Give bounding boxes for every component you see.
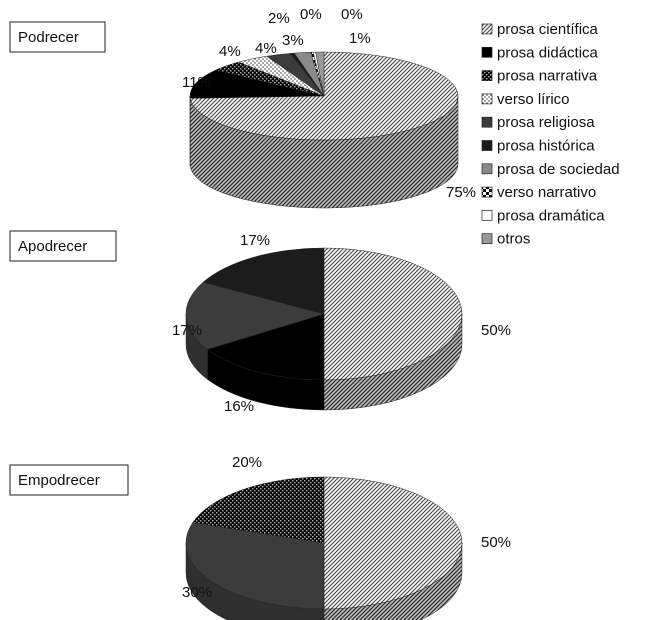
pie-top-slices [189,51,459,141]
legend-label: verso narrativo [497,184,596,201]
pie-data-labels: 75% 11% 4% 4% 3% 2% 0% 0% 1% [182,6,476,201]
pie-slice-prosa-historica [202,247,325,315]
legend-swatch [481,163,493,175]
legend-item-prosa-dramatica: prosa dramática [481,207,605,224]
data-label-prosa-narrativa: 4% [219,43,241,60]
data-label-prosa-didactica: 16% [224,398,254,415]
data-label-verso-lirico: 4% [255,40,277,57]
legend-item-otros: otros [481,231,530,248]
pie-slice-prosa-didactica [206,313,325,381]
legend-label: prosa de sociedad [497,161,620,178]
legend-label: prosa histórica [497,138,595,155]
legend-label: verso lírico [497,91,570,108]
data-label-prosa-religiosa: 30% [182,584,212,601]
pie-top-slices [185,476,463,610]
data-label-prosa-cientifica: 50% [481,322,511,339]
data-label-prosa-religiosa: 3% [282,32,304,49]
legend-label: otros [497,231,530,248]
legend-item-prosa-didactica: prosa didáctica [481,44,599,61]
legend-label: prosa didáctica [497,44,599,61]
legend-item-verso-narrativo: verso narrativo [481,184,596,201]
legend-swatch [481,93,493,105]
data-label-prosa-cientifica: 75% [446,184,476,201]
data-label-prosa-didactica: 11% [182,74,211,91]
legend-item-verso-lirico: verso lírico [481,91,570,108]
legend-swatch [481,116,493,128]
chart-title-box: Apodrecer [9,230,117,262]
pie-slice-otros [315,51,325,97]
data-label-prosa-narrativa: 20% [232,454,262,471]
data-label-prosa-cientifica: 50% [481,534,511,551]
legend-item-prosa-de-sociedad: prosa de sociedad [481,161,620,178]
legend-item-prosa-narrativa: prosa narrativa [481,68,598,85]
pie-charts-layer: 75% 11% 4% 4% 3% 2% 0% 0% 1% Podrecer 50% 16% 17% 17%… [9,6,511,620]
pie-top-slices [185,247,463,381]
legend-item-prosa-historica: prosa histórica [481,138,595,155]
legend-label: prosa dramática [497,207,605,224]
pie-chart-podrecer: 75% 11% 4% 4% 3% 2% 0% 0% 1% Podrecer [9,6,476,209]
legend-label: prosa narrativa [497,68,598,85]
pie-chart-apodrecer: 50% 16% 17% 17% Apodrecer [9,230,511,415]
chart-title: Apodrecer [18,238,87,255]
data-label-prosa-dramatica: 0% [341,6,363,23]
pie-data-labels: 50% 16% 17% 17% [172,232,511,415]
legend-swatch [481,233,493,245]
pie-slice-prosa-narrativa [192,476,325,544]
legend-swatch [481,23,493,35]
chart-title: Podrecer [18,29,79,46]
data-label-prosa-de-sociedad: 2% [268,10,290,27]
pie-slice-prosa-religiosa [185,281,325,350]
pie-chart-empodrecer: 50% 30% 20% Empodrecer [9,454,511,620]
legend-swatch [481,210,493,221]
legend-label: prosa religiosa [497,114,595,131]
pie-slice-prosa-religiosa [185,522,325,610]
chart-title: Empodrecer [18,472,100,489]
data-label-prosa-religiosa: 17% [172,322,202,339]
legend-item-prosa-religiosa: prosa religiosa [481,114,595,131]
legend-swatch [481,46,493,58]
pie-slice-prosa-cientifica [323,476,463,610]
legend-label: prosa científica [497,21,599,38]
chart-title-box: Podrecer [9,21,106,53]
pie-data-labels: 50% 30% 20% [182,454,511,601]
legend-swatch [481,70,493,81]
legend-item-prosa-cientifica: prosa científica [481,21,599,38]
data-label-verso-narrativo: 0% [300,6,322,23]
legend: prosa científica prosa didáctica prosa nar… [481,21,620,248]
data-label-otros: 1% [349,30,371,47]
chart-title-box: Empodrecer [9,464,129,496]
legend-swatch [481,186,493,198]
pie-slice-prosa-didactica [189,69,325,99]
data-label-prosa-historica: 17% [240,232,270,249]
legend-swatch [481,140,493,151]
pie-slice-prosa-cientifica [323,247,463,381]
